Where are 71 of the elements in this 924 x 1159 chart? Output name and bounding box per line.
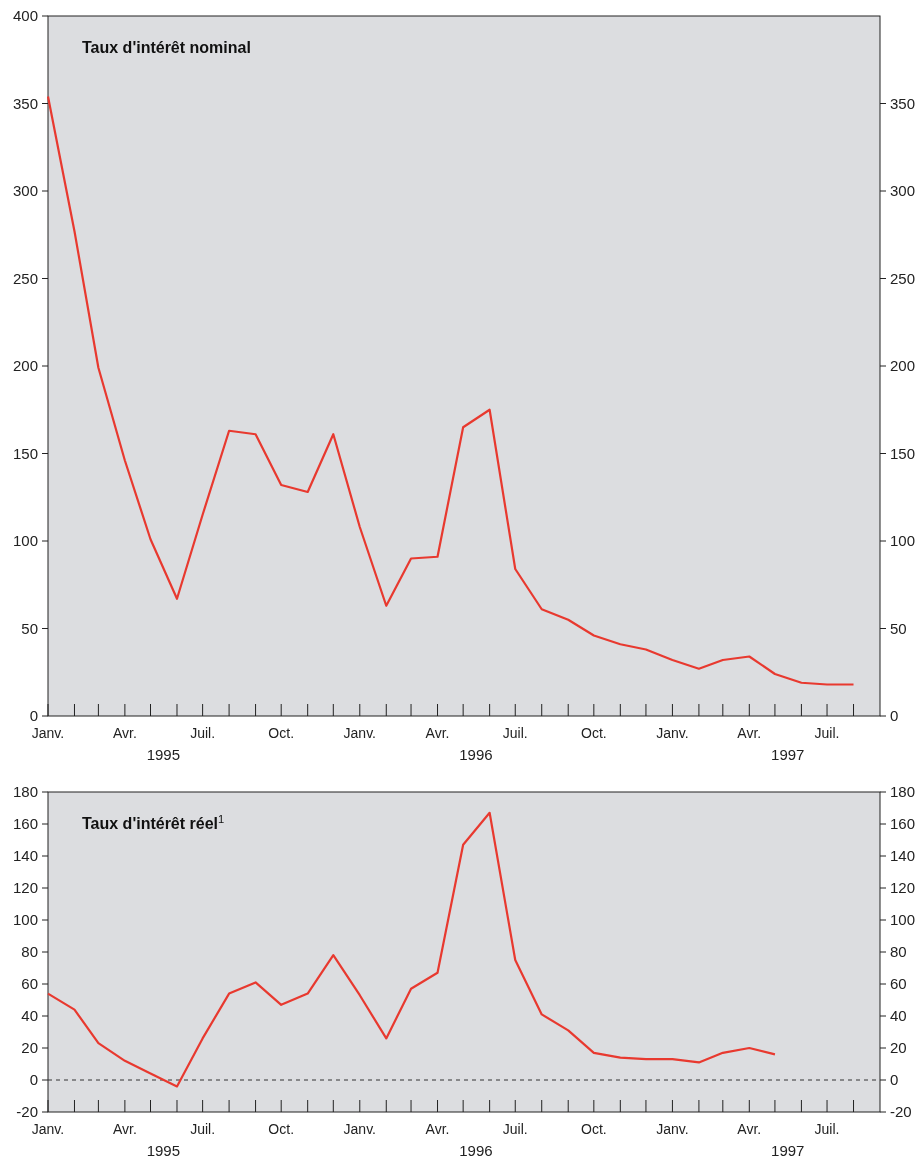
- x-tick-label: Juil.: [190, 1121, 216, 1137]
- x-tick-label: Avr.: [737, 1121, 762, 1137]
- y-tick-label: 80: [21, 943, 38, 961]
- x-tick-label: Juil.: [502, 1121, 528, 1137]
- y-tick-label: 0: [29, 1071, 38, 1089]
- y-tick-label: 100: [12, 532, 38, 550]
- line-series: [46, 95, 855, 686]
- y-tick-label: 180: [12, 783, 38, 801]
- x-tick-label: Oct.: [268, 725, 295, 741]
- y2-tick-label: 0: [890, 1071, 899, 1089]
- y2-tick-label: 200: [890, 357, 916, 375]
- x-tick-label: Avr.: [737, 725, 762, 741]
- y-tick-label: 20: [21, 1039, 38, 1057]
- y2-tick-label: 300: [890, 182, 916, 200]
- x-tick-label: Oct.: [268, 1121, 295, 1137]
- text: 1997: [771, 746, 805, 763]
- x-tick-label: Avr.: [425, 725, 450, 741]
- y-tick-label: 120: [12, 879, 38, 897]
- x-tick-label: Janv.: [31, 725, 65, 741]
- x-tick-label: Janv.: [656, 1121, 689, 1137]
- y2-tick-label: 0: [890, 707, 899, 725]
- x-tick-label: Juil.: [502, 725, 528, 741]
- x-tick-label: Oct.: [581, 1121, 607, 1137]
- x-tick-label: Juil.: [814, 1121, 840, 1137]
- text: 1996: [459, 1142, 493, 1159]
- x-tick-label: Janv.: [343, 725, 377, 741]
- x-tick-label: Avr.: [425, 1121, 450, 1137]
- y2-tick-label: 350: [890, 94, 916, 112]
- y-tick-label: 250: [12, 269, 38, 287]
- y-tick-label: 400: [12, 7, 38, 25]
- text: Taux d'intérêt réel$^{1}$: [82, 813, 225, 832]
- y-tick-label: 100: [12, 911, 38, 929]
- y-tick-label: -20: [16, 1103, 38, 1121]
- x-tick-label: Oct.: [581, 725, 607, 741]
- y-tick-label: 150: [12, 444, 38, 462]
- y2-tick-label: 150: [890, 444, 916, 462]
- x-tick-label: Avr.: [112, 1121, 137, 1137]
- y-tick-label: 140: [12, 847, 38, 865]
- x-tick-label: Avr.: [112, 725, 137, 741]
- text: Taux d'intérêt nominal: [82, 39, 251, 56]
- y-tick-label: 300: [12, 182, 38, 200]
- x-tick-label: Juil.: [190, 725, 216, 741]
- y2-tick-label: 100: [890, 911, 916, 929]
- text: 1995: [146, 746, 181, 763]
- y2-tick-label: 100: [890, 532, 916, 550]
- y2-tick-label: 80: [890, 943, 907, 961]
- y2-tick-label: 120: [890, 879, 916, 897]
- y-tick-label: 50: [21, 619, 38, 637]
- text: 1995: [146, 1142, 181, 1159]
- y-tick-label: 350: [12, 94, 38, 112]
- y2-tick-label: 250: [890, 269, 916, 287]
- y-tick-label: 0: [29, 707, 38, 725]
- y2-tick-label: 60: [890, 975, 907, 993]
- y2-tick-label: -20: [890, 1103, 912, 1121]
- y2-tick-label: 180: [890, 783, 916, 801]
- y-tick-label: 160: [12, 815, 38, 833]
- y2-tick-label: 40: [890, 1007, 907, 1025]
- y2-tick-label: 140: [890, 847, 916, 865]
- y-tick-label: 200: [12, 357, 38, 375]
- y2-tick-label: 160: [890, 815, 916, 833]
- x-tick-label: Janv.: [31, 1121, 65, 1137]
- x-tick-label: Janv.: [343, 1121, 377, 1137]
- text: 1997: [771, 1142, 805, 1159]
- y-tick-label: 60: [21, 975, 38, 993]
- y2-tick-label: 50: [890, 619, 907, 637]
- line-series: [46, 811, 777, 1088]
- y2-tick-label: 20: [890, 1039, 907, 1057]
- y-tick-label: 40: [21, 1007, 38, 1025]
- text: 1996: [459, 746, 493, 763]
- x-tick-label: Juil.: [814, 725, 840, 741]
- x-tick-label: Janv.: [656, 725, 689, 741]
